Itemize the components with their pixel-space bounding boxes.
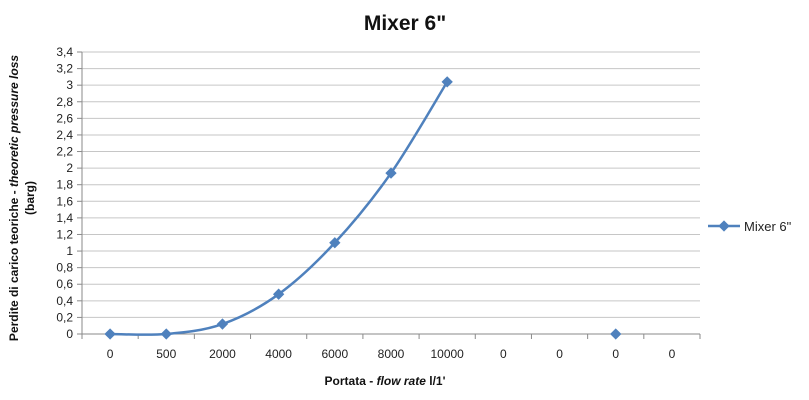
- y-tick-label: 3,4: [56, 45, 73, 59]
- x-axis-title: Portata - flow rate l/1': [325, 374, 446, 388]
- y-tick-label: 2,6: [56, 111, 73, 125]
- x-tick-label: 0: [669, 347, 676, 361]
- y-tick-label: 2,2: [56, 145, 73, 159]
- y-tick-label: 0: [66, 327, 73, 341]
- x-tick-label: 500: [156, 347, 176, 361]
- y-tick-label: 1,6: [56, 194, 73, 208]
- y-tick-labels: 0 0,2 0,4 0,6 0,8 1 1,2 1,4 1,6 1,8 2 2,2 2,4 2,6 2,8 3…: [56, 45, 73, 341]
- x-tick-labels: 0 500 2000 4000 6000 8000 10000 0 0 0 0: [81, 334, 701, 361]
- y-tick-label: 3,2: [56, 62, 73, 76]
- x-tick-label: 6000: [321, 347, 348, 361]
- y-tick-label: 1,4: [56, 211, 73, 225]
- series-mixer-6: [104, 76, 622, 340]
- data-point: [441, 76, 453, 88]
- y-tick-label: 1,8: [56, 178, 73, 192]
- y-tick-label: 2,4: [56, 128, 73, 142]
- data-point: [104, 328, 116, 340]
- y-axis-title-line1: Perdite di carico teoriche - theoretic p…: [7, 55, 21, 341]
- y-tick-label: 1: [66, 244, 73, 258]
- data-point: [160, 328, 172, 340]
- y-tick-label: 0,6: [56, 277, 73, 291]
- x-tick-label: 2000: [209, 347, 236, 361]
- x-tick-label: 0: [556, 347, 563, 361]
- data-point: [610, 328, 622, 340]
- x-tick-label: 8000: [378, 347, 405, 361]
- x-tick-label: 0: [612, 347, 619, 361]
- data-point: [385, 167, 397, 179]
- y-tick-label: 2: [66, 161, 73, 175]
- y-tick-label: 0,2: [56, 310, 73, 324]
- legend-marker: [718, 220, 730, 232]
- x-tick-label: 0: [500, 347, 507, 361]
- y-axis-title-line2: (barg): [23, 181, 37, 215]
- y-tick-label: 0,8: [56, 261, 73, 275]
- legend: Mixer 6": [708, 219, 792, 234]
- legend-label: Mixer 6": [744, 219, 792, 234]
- x-tick-label: 0: [107, 347, 114, 361]
- y-tick-label: 0,4: [56, 294, 73, 308]
- grid-lines: [77, 51, 700, 335]
- y-tick-label: 3: [66, 78, 73, 92]
- data-point: [216, 318, 229, 330]
- y-tick-label: 1,2: [56, 227, 73, 241]
- y-tick-label: 2,8: [56, 95, 73, 109]
- data-point: [329, 237, 341, 249]
- data-point: [272, 288, 285, 300]
- x-tick-label: 10000: [430, 347, 464, 361]
- x-tick-label: 4000: [265, 347, 292, 361]
- chart-title: Mixer 6": [364, 12, 446, 35]
